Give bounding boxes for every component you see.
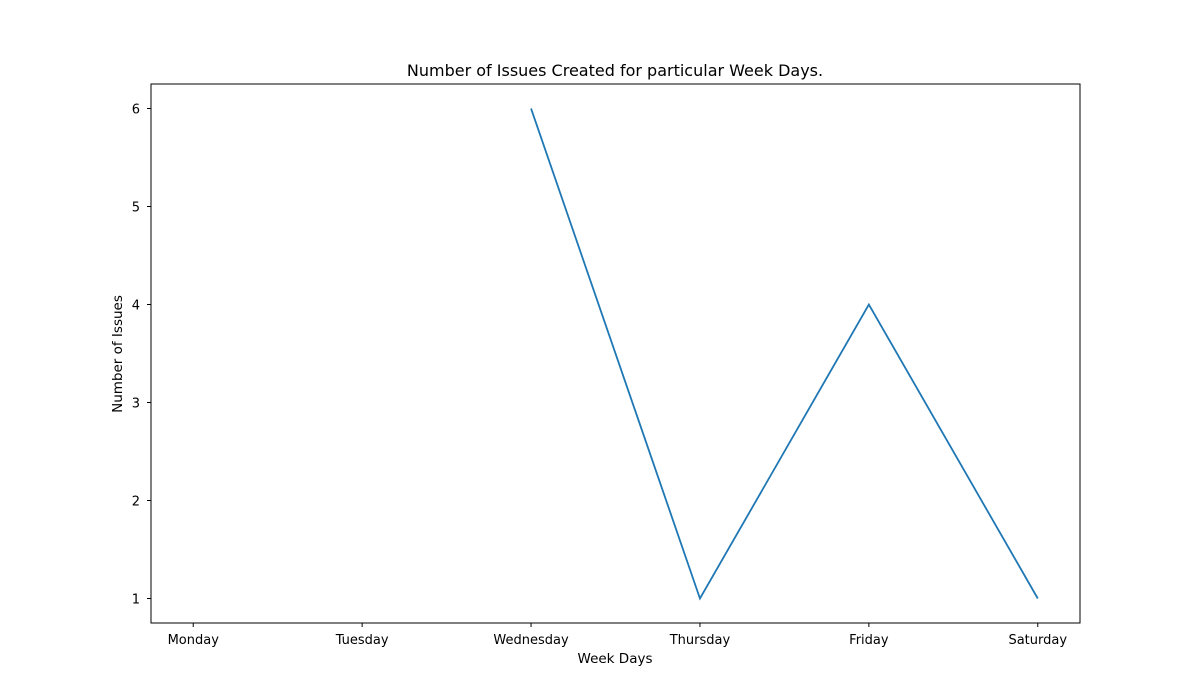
y-tick-label: 3 bbox=[132, 397, 140, 412]
x-tick-label: Tuesday bbox=[335, 633, 389, 648]
y-tick-label: 6 bbox=[132, 103, 140, 118]
y-tick-label: 1 bbox=[132, 593, 140, 608]
plot-area: Monday Tuesday Wednesday Thursday Friday Satu… bbox=[132, 83, 1081, 648]
x-tick-label: Monday bbox=[168, 633, 220, 648]
x-tick-label: Saturday bbox=[1008, 633, 1067, 648]
x-axis-label: Week Days bbox=[578, 651, 653, 667]
y-tick-label: 5 bbox=[132, 201, 140, 216]
x-tick-label: Wednesday bbox=[493, 633, 569, 648]
chart-title: Number of Issues Created for particular … bbox=[407, 61, 823, 80]
series-line bbox=[530, 108, 1039, 601]
y-tick-label: 4 bbox=[132, 299, 140, 314]
x-tick-label: Friday bbox=[849, 633, 889, 648]
x-tick-label: Thursday bbox=[669, 633, 731, 648]
plot-frame bbox=[150, 83, 1081, 624]
y-axis-label: Number of Issues bbox=[110, 295, 126, 413]
y-tick-label: 2 bbox=[132, 495, 140, 510]
